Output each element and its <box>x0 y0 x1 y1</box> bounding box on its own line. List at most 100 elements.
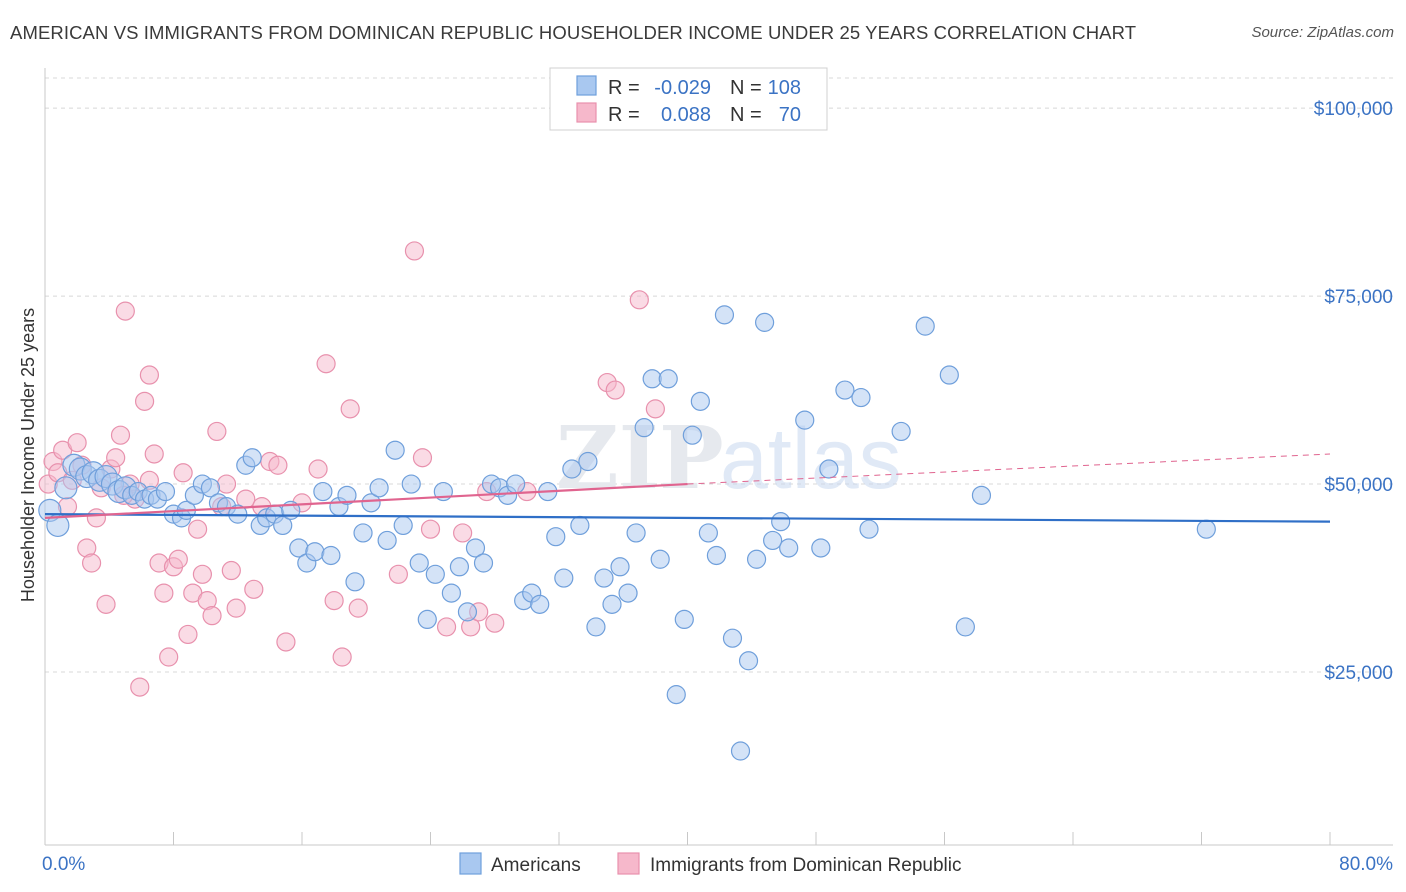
legend-r-value-americans: -0.029 <box>654 77 711 99</box>
legend-n-value-immigrants: 70 <box>779 104 801 126</box>
point-immigrants-6 <box>67 433 87 453</box>
point-immigrants-58 <box>453 523 473 543</box>
point-americans-82 <box>674 609 694 630</box>
chart-source: Source: ZipAtlas.com <box>1251 24 1394 41</box>
point-americans-70 <box>578 451 598 472</box>
legend-r-value-immigrants: 0.088 <box>661 104 711 126</box>
point-immigrants-16 <box>115 301 135 321</box>
point-americans-40 <box>337 485 357 505</box>
point-americans-100 <box>851 387 871 408</box>
legend-r-label-americans: R = <box>608 77 640 99</box>
bottom-legend-label-americans: Americans <box>491 855 581 876</box>
point-immigrants-31 <box>187 519 208 539</box>
point-americans-97 <box>811 538 831 558</box>
trend-line-immigrants-extension <box>687 453 1331 485</box>
point-immigrants-52 <box>348 598 368 618</box>
point-immigrants-34 <box>202 606 222 626</box>
point-immigrants-39 <box>226 598 246 618</box>
point-immigrants-48 <box>316 354 336 374</box>
point-americans-107 <box>1196 519 1216 539</box>
point-americans-102 <box>891 421 911 442</box>
bottom-legend-swatch-americans <box>459 852 482 875</box>
point-immigrants-22 <box>144 444 164 464</box>
point-immigrants-65 <box>605 380 625 400</box>
trend-line-americans <box>44 513 1331 523</box>
point-americans-61 <box>506 474 526 494</box>
y-axis-label: Householder Income Under 25 years <box>18 308 38 602</box>
point-americans-86 <box>706 545 727 566</box>
point-immigrants-28 <box>173 463 193 483</box>
point-immigrants-54 <box>404 241 425 261</box>
point-immigrants-15 <box>110 425 131 445</box>
point-americans-87 <box>714 305 735 325</box>
point-americans-67 <box>554 568 574 588</box>
y-tick-label-2: $75,000 <box>1324 287 1393 308</box>
point-immigrants-37 <box>216 474 237 494</box>
chart-title: AMERICAN VS IMMIGRANTS FROM DOMINICAN RE… <box>10 22 1137 43</box>
point-americans-69 <box>570 515 590 536</box>
point-americans-105 <box>955 617 975 637</box>
point-americans-74 <box>610 557 630 577</box>
point-americans-98 <box>819 459 839 479</box>
point-americans-46 <box>385 440 405 460</box>
point-immigrants-67 <box>645 399 665 419</box>
point-immigrants-44 <box>268 455 288 475</box>
point-immigrants-24 <box>154 583 174 603</box>
point-americans-93 <box>763 530 783 551</box>
point-americans-73 <box>602 594 622 614</box>
point-immigrants-50 <box>332 647 352 667</box>
point-americans-81 <box>666 685 686 705</box>
point-americans-84 <box>690 391 710 411</box>
point-americans-57 <box>473 553 494 573</box>
point-americans-72 <box>594 568 614 588</box>
point-immigrants-27 <box>168 549 188 569</box>
point-americans-106 <box>971 485 992 505</box>
point-americans-56 <box>465 538 486 558</box>
point-americans-41 <box>345 572 365 592</box>
point-immigrants-9 <box>81 553 102 573</box>
point-americans-78 <box>642 369 662 389</box>
point-immigrants-35 <box>207 421 227 442</box>
point-americans-54 <box>449 557 470 577</box>
point-americans-80 <box>658 369 678 389</box>
legend-swatch-immigrants <box>576 102 597 123</box>
point-americans-2 <box>54 476 78 500</box>
point-immigrants-51 <box>340 399 360 419</box>
point-americans-83 <box>682 425 702 445</box>
point-immigrants-32 <box>192 564 213 584</box>
point-americans-76 <box>626 523 646 543</box>
top-legend: R = -0.029 N = 108 R = 0.088 N = 70 <box>549 67 828 131</box>
point-immigrants-19 <box>130 677 150 697</box>
point-americans-92 <box>754 312 775 332</box>
point-immigrants-56 <box>420 519 441 539</box>
point-americans-85 <box>698 523 718 543</box>
point-americans-42 <box>353 523 373 543</box>
point-americans-55 <box>457 602 478 622</box>
point-americans-38 <box>321 545 341 566</box>
point-americans-48 <box>401 474 421 494</box>
point-americans-90 <box>738 651 759 671</box>
point-americans-99 <box>835 380 855 400</box>
point-immigrants-45 <box>276 632 296 652</box>
point-americans-77 <box>634 418 654 438</box>
point-americans-71 <box>586 617 606 637</box>
point-immigrants-20 <box>134 391 155 411</box>
point-immigrants-25 <box>159 647 179 667</box>
point-immigrants-53 <box>388 564 408 584</box>
bottom-legend-label-immigrants: Immigrants from Dominican Republic <box>650 855 962 876</box>
points-americans <box>38 305 1216 761</box>
point-americans-103 <box>915 316 935 336</box>
point-americans-47 <box>393 515 413 536</box>
point-immigrants-47 <box>308 459 328 479</box>
point-americans-94 <box>771 512 791 532</box>
point-americans-91 <box>746 549 767 569</box>
point-americans-45 <box>377 530 397 551</box>
point-immigrants-55 <box>412 448 433 468</box>
point-americans-101 <box>859 519 879 539</box>
legend-swatch-americans <box>576 75 597 96</box>
point-americans-49 <box>409 553 429 573</box>
point-americans-89 <box>730 741 751 761</box>
point-immigrants-62 <box>485 613 505 633</box>
legend-r-label-immigrants: R = <box>608 104 640 126</box>
point-immigrants-4 <box>57 497 78 517</box>
